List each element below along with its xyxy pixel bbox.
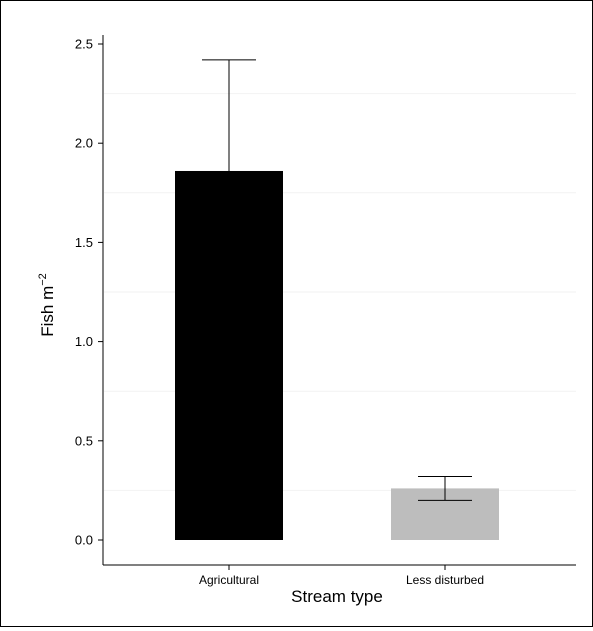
bar-agricultural — [175, 170, 283, 540]
axes — [102, 35, 576, 566]
error-bars — [202, 59, 472, 501]
y-tick-label: 1.0 — [75, 334, 93, 349]
x-axis-title: Stream type — [291, 587, 383, 606]
y-axis-title: Fish m−2 — [37, 273, 57, 337]
x-tick-label: Less disturbed — [406, 573, 484, 587]
y-tick-label: 1.5 — [75, 235, 93, 250]
x-axis-ticks: Agricultural Less disturbed — [199, 565, 484, 587]
y-tick-label: 2.5 — [75, 37, 93, 52]
y-axis-ticks: 0.0 0.5 1.0 1.5 2.0 2.5 — [75, 37, 103, 548]
grid-lines — [104, 93, 576, 491]
y-tick-label: 0.5 — [75, 433, 93, 448]
y-axis-title-exponent: −2 — [37, 273, 49, 286]
bars — [175, 170, 499, 540]
y-tick-label: 0.0 — [75, 533, 93, 548]
y-tick-label: 2.0 — [75, 136, 93, 151]
y-axis-title-base: Fish m — [38, 286, 57, 337]
x-tick-label: Agricultural — [199, 573, 259, 587]
